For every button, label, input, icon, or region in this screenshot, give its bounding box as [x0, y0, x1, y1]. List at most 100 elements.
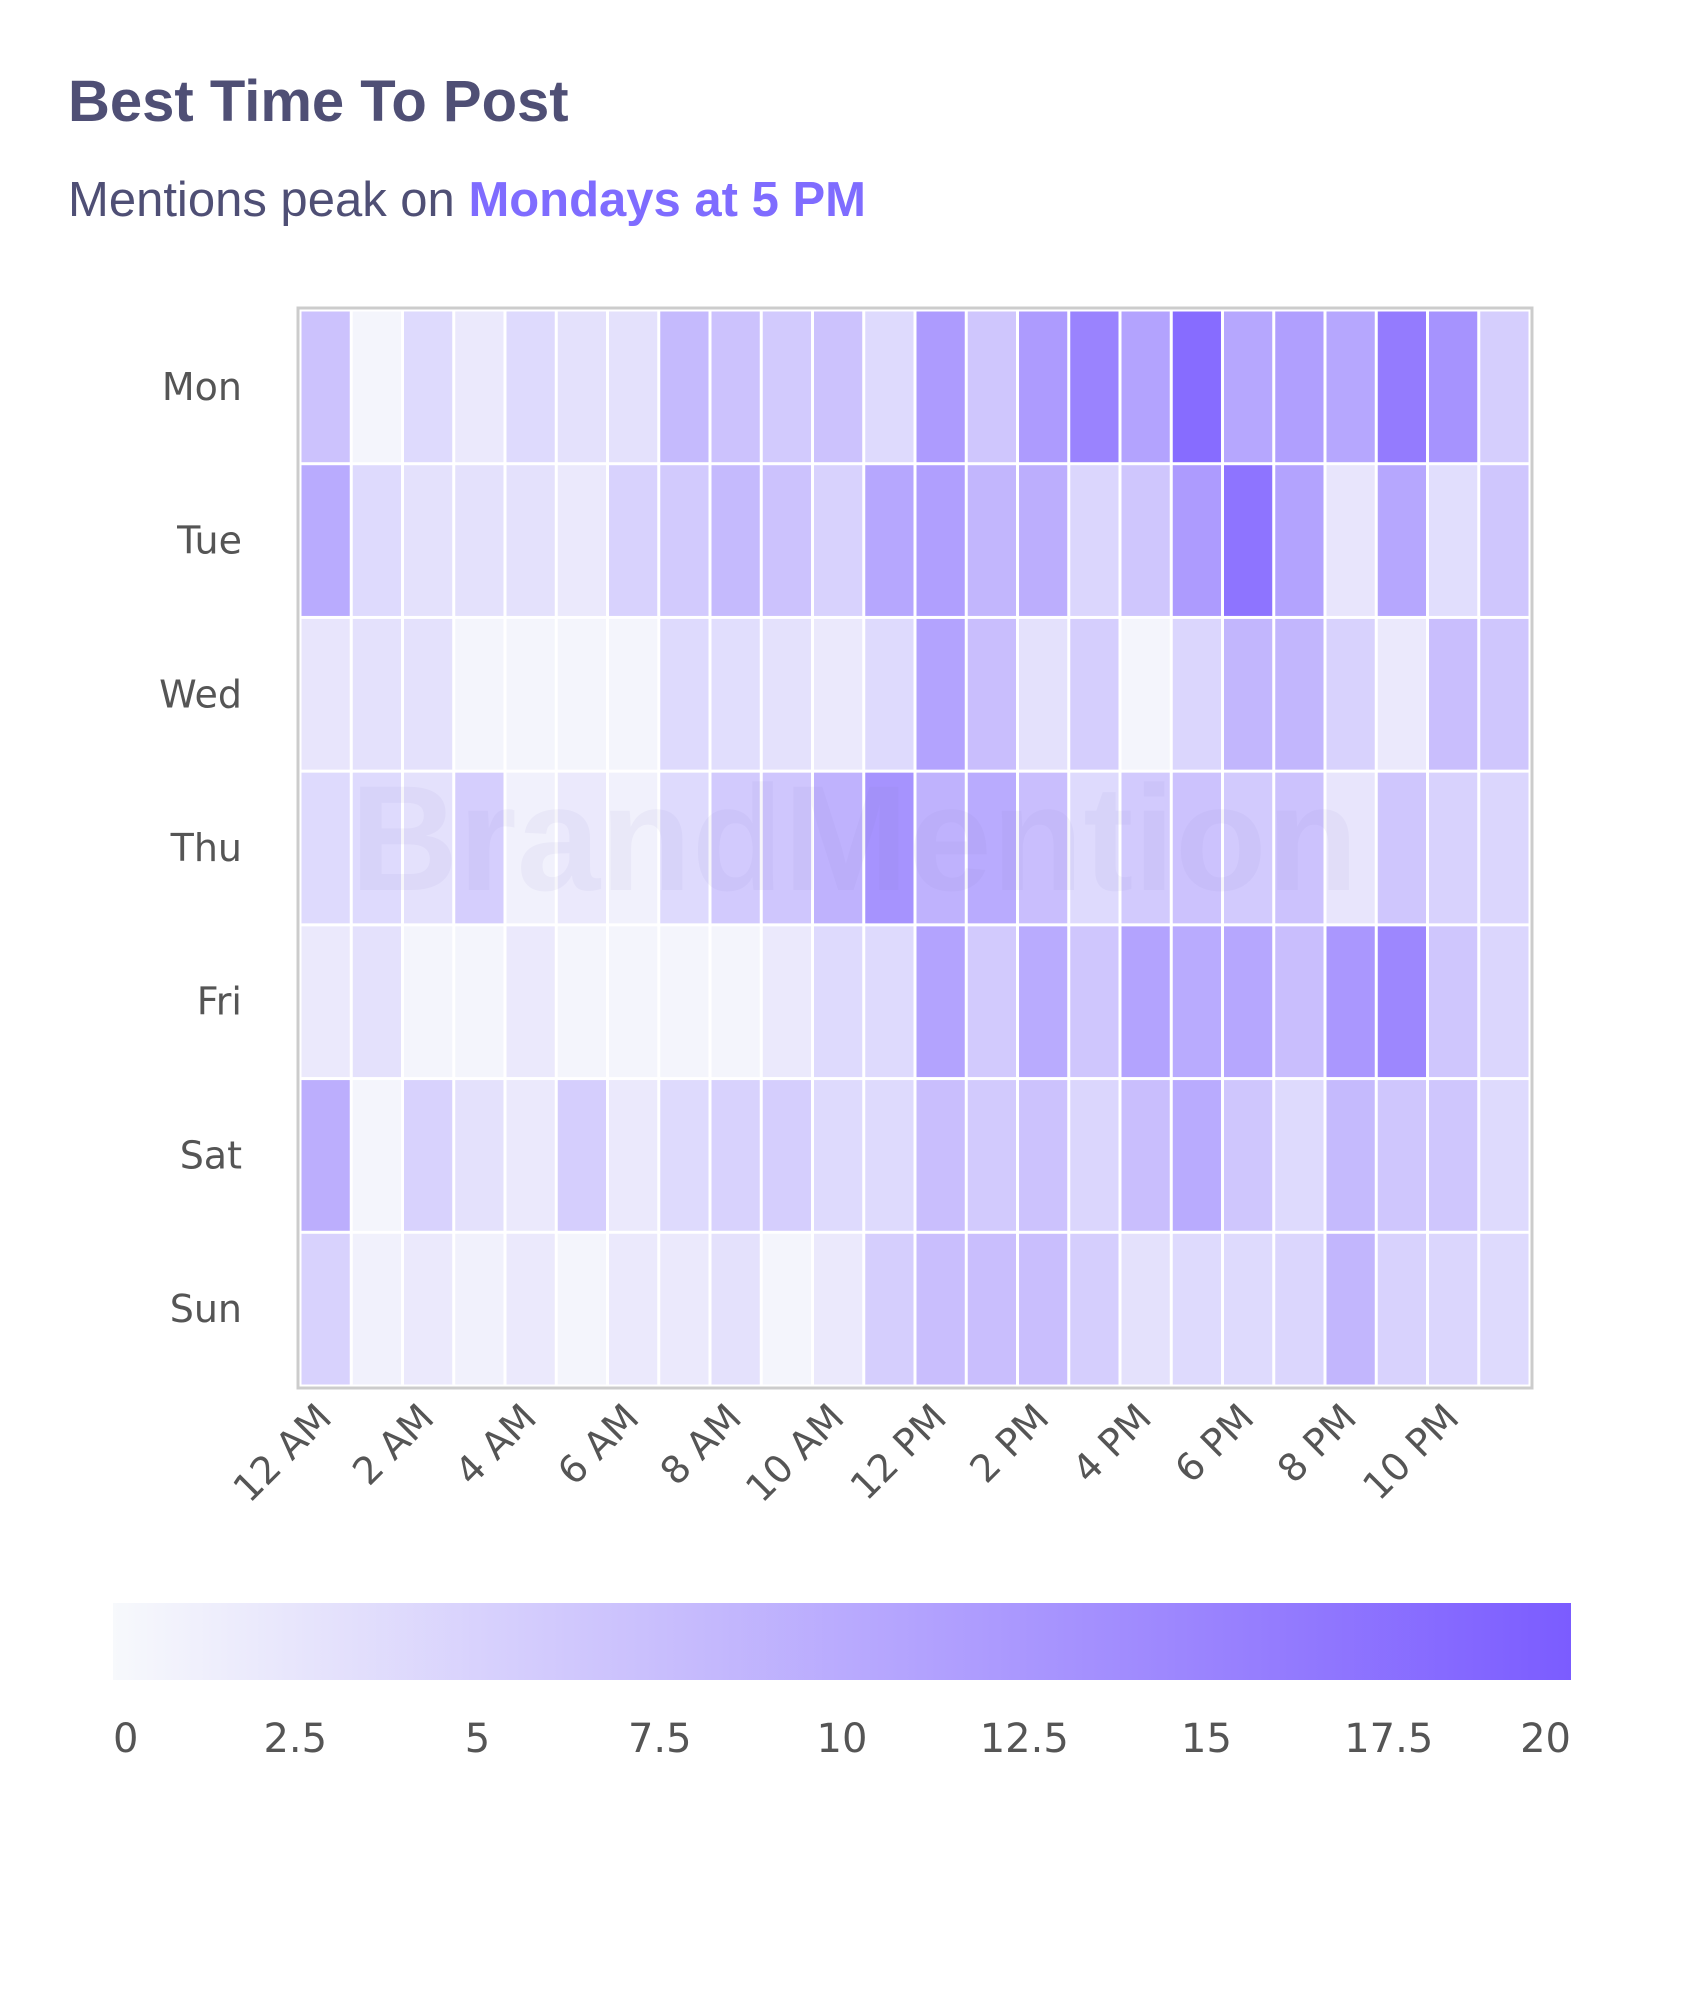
- heatmap-cell: Wed 5 PM: 4.5: [1172, 618, 1221, 770]
- heatmap-cell: Wed 6 PM: 8.5: [1224, 618, 1273, 770]
- colorbar-tick-label: 15: [1181, 1716, 1232, 1762]
- heatmap-cell: Wed 8 AM: 3.5: [711, 618, 760, 770]
- heatmap-cell: Tue 12 AM: 10: [301, 465, 350, 616]
- heatmap-cell: Sat 10 PM: 6.5: [1429, 1080, 1478, 1231]
- row-label: Sun: [170, 1287, 242, 1331]
- heatmap-cell: Mon 6 AM: 3: [609, 311, 658, 463]
- heatmap-cell: Thu 4 PM: 6: [1121, 772, 1170, 924]
- heatmap-cell: Sat 9 AM: 5.5: [762, 1080, 811, 1231]
- heatmap-cell: Sat 12 AM: 9.5: [301, 1080, 350, 1231]
- heatmap-cell: Sat 9 PM: 6.5: [1377, 1080, 1426, 1231]
- heatmap-cell: Tue 2 PM: 9.5: [1019, 465, 1068, 616]
- heatmap-cell: Fri 4 AM: 2: [506, 926, 555, 1078]
- heatmap-cell: Sat 6 AM: 2: [609, 1080, 658, 1231]
- heatmap-cell: Tue 6 AM: 5: [609, 465, 658, 616]
- heatmap-cell: Sun 1 PM: 7.5: [967, 1233, 1016, 1385]
- heatmap-cell: Fri 3 AM: 0.5: [455, 926, 504, 1078]
- heatmap-cell: Fri 3 PM: 6.5: [1070, 926, 1119, 1078]
- colorbar-tick-label: 2.5: [263, 1716, 327, 1762]
- heatmap-cell: Sat 1 AM: 0.5: [352, 1080, 401, 1231]
- heatmap-cell: Mon 9 PM: 16: [1377, 311, 1426, 463]
- subtitle: Mentions peak on Mondays at 5 PM: [68, 172, 866, 228]
- x-tick-label: 6 PM: [1166, 1395, 1262, 1491]
- heatmap-cell: Fri 11 PM: 4.5: [1480, 926, 1529, 1078]
- heatmap-cell: Sun 4 AM: 2: [506, 1233, 555, 1385]
- heatmap-cell: Fri 1 PM: 6: [967, 926, 1016, 1078]
- heatmap-cell: Sat 2 PM: 7: [1019, 1080, 1068, 1231]
- heatmap-cell: Fri 4 PM: 11: [1121, 926, 1170, 1078]
- heatmap-cell: Tue 1 PM: 8.5: [967, 465, 1016, 616]
- heatmap-cell: Sat 5 PM: 10: [1172, 1080, 1221, 1231]
- heatmap-cell: Wed 1 AM: 3: [352, 618, 401, 770]
- heatmap-cell: Wed 9 AM: 3: [762, 618, 811, 770]
- heatmap-cell: Sat 6 PM: 6.5: [1224, 1080, 1273, 1231]
- row-label: Fri: [197, 980, 242, 1024]
- heatmap-cell: Sat 8 PM: 8: [1326, 1080, 1375, 1231]
- heatmap-cell: Wed 11 PM: 6.5: [1480, 618, 1529, 770]
- heatmap-cell: Thu 3 AM: 5.5: [455, 772, 504, 924]
- x-tick-label: 4 PM: [1064, 1395, 1160, 1491]
- heatmap-cell: Thu 10 AM: 9: [814, 772, 863, 924]
- heatmap-cell: Sun 8 AM: 3: [711, 1233, 760, 1385]
- heatmap-cell: Sun 11 PM: 4: [1480, 1233, 1529, 1385]
- heatmap-cell: Mon 10 AM: 7: [814, 311, 863, 463]
- heatmap-cell: Tue 3 PM: 4.5: [1070, 465, 1119, 616]
- row-label: Tue: [176, 519, 242, 563]
- heatmap-cell: Thu 11 AM: 13: [865, 772, 914, 924]
- heatmap-cell: Thu 1 PM: 10: [967, 772, 1016, 924]
- heatmap-cell: Fri 7 AM: 0.5: [660, 926, 709, 1078]
- heatmap-cell: Thu 5 AM: 2: [557, 772, 606, 924]
- page-title: Best Time To Post: [68, 69, 569, 134]
- colorbar-tick-label: 12.5: [980, 1716, 1069, 1762]
- heatmap-cell: Sat 11 AM: 4: [865, 1080, 914, 1231]
- heatmap-cell: Fri 8 AM: 0.5: [711, 926, 760, 1078]
- heatmap-cell: Wed 9 PM: 2: [1377, 618, 1426, 770]
- heatmap-cell: Mon 2 PM: 12: [1019, 311, 1068, 463]
- x-tick-label: 8 PM: [1269, 1395, 1365, 1491]
- heatmap-cell: Wed 5 AM: 0.5: [557, 618, 606, 770]
- heatmap-cell: Mon 11 AM: 4: [865, 311, 914, 463]
- heatmap-cell: Sat 8 AM: 5: [711, 1080, 760, 1231]
- heatmap-cell: Thu 3 PM: 4: [1070, 772, 1119, 924]
- colorbar-tick-label: 10: [817, 1716, 868, 1762]
- heatmap-cell: Wed 6 AM: 0.5: [609, 618, 658, 770]
- heatmap-cell: Fri 8 PM: 12.5: [1326, 926, 1375, 1078]
- heatmap-cell: Tue 10 AM: 5: [814, 465, 863, 616]
- heatmap-cell: Thu 7 AM: 4: [660, 772, 709, 924]
- heatmap-cell: Sat 5 AM: 5.5: [557, 1080, 606, 1231]
- heatmap-cell: Wed 12 PM: 11: [916, 618, 965, 770]
- heatmap-cell: Sat 11 PM: 4: [1480, 1080, 1529, 1231]
- heatmap-cell: Sun 10 AM: 2: [814, 1233, 863, 1385]
- heatmap-cell: Sun 11 AM: 5.5: [865, 1233, 914, 1385]
- heatmap-cell: Tue 12 PM: 11.5: [916, 465, 965, 616]
- heatmap-cell: Mon 5 AM: 3: [557, 311, 606, 463]
- heatmap-cell: Thu 9 PM: 6.5: [1377, 772, 1426, 924]
- heatmap-cell: Tue 5 AM: 2: [557, 465, 606, 616]
- x-tick-label: 12 PM: [842, 1395, 955, 1508]
- heatmap-cell: Mon 3 PM: 15: [1070, 311, 1119, 463]
- heatmap-cell: Thu 2 PM: 7.5: [1019, 772, 1068, 924]
- heatmap-cell: Fri 9 AM: 2: [762, 926, 811, 1078]
- heatmap-cell: Sun 9 AM: 0.5: [762, 1233, 811, 1385]
- row-label: Wed: [159, 672, 242, 716]
- heatmap-cell: Mon 4 PM: 11: [1121, 311, 1170, 463]
- heatmap-cell: Mon 9 AM: 6: [762, 311, 811, 463]
- heatmap-cell: Wed 10 AM: 2: [814, 618, 863, 770]
- heatmap-cell: Mon 12 PM: 12: [916, 311, 965, 463]
- heatmap-cell: Fri 12 PM: 11: [916, 926, 965, 1078]
- heatmap-cell: Tue 5 PM: 12: [1172, 465, 1221, 616]
- heatmap-cell: Fri 10 AM: 4: [814, 926, 863, 1078]
- heatmap-cell: Sun 7 AM: 2: [660, 1233, 709, 1385]
- heatmap-cell: Fri 1 AM: 3: [352, 926, 401, 1078]
- heatmap-cell: Thu 4 AM: 1: [506, 772, 555, 924]
- heatmap-cell: Thu 12 AM: 4: [301, 772, 350, 924]
- heatmap-cell: Mon 10 PM: 13: [1429, 311, 1478, 463]
- heatmap-cell: Wed 2 PM: 3: [1019, 618, 1068, 770]
- heatmap-cell: Mon 8 AM: 7: [711, 311, 760, 463]
- heatmap-cell: Wed 4 PM: 0.5: [1121, 618, 1170, 770]
- heatmap-cell: Tue 7 PM: 11: [1275, 465, 1324, 616]
- heatmap-cell: Thu 2 AM: 3: [404, 772, 453, 924]
- heatmap-cell: Sun 9 PM: 5: [1377, 1233, 1426, 1385]
- x-tick-label: 6 AM: [549, 1395, 647, 1493]
- colorbar-tick-label: 17.5: [1344, 1716, 1433, 1762]
